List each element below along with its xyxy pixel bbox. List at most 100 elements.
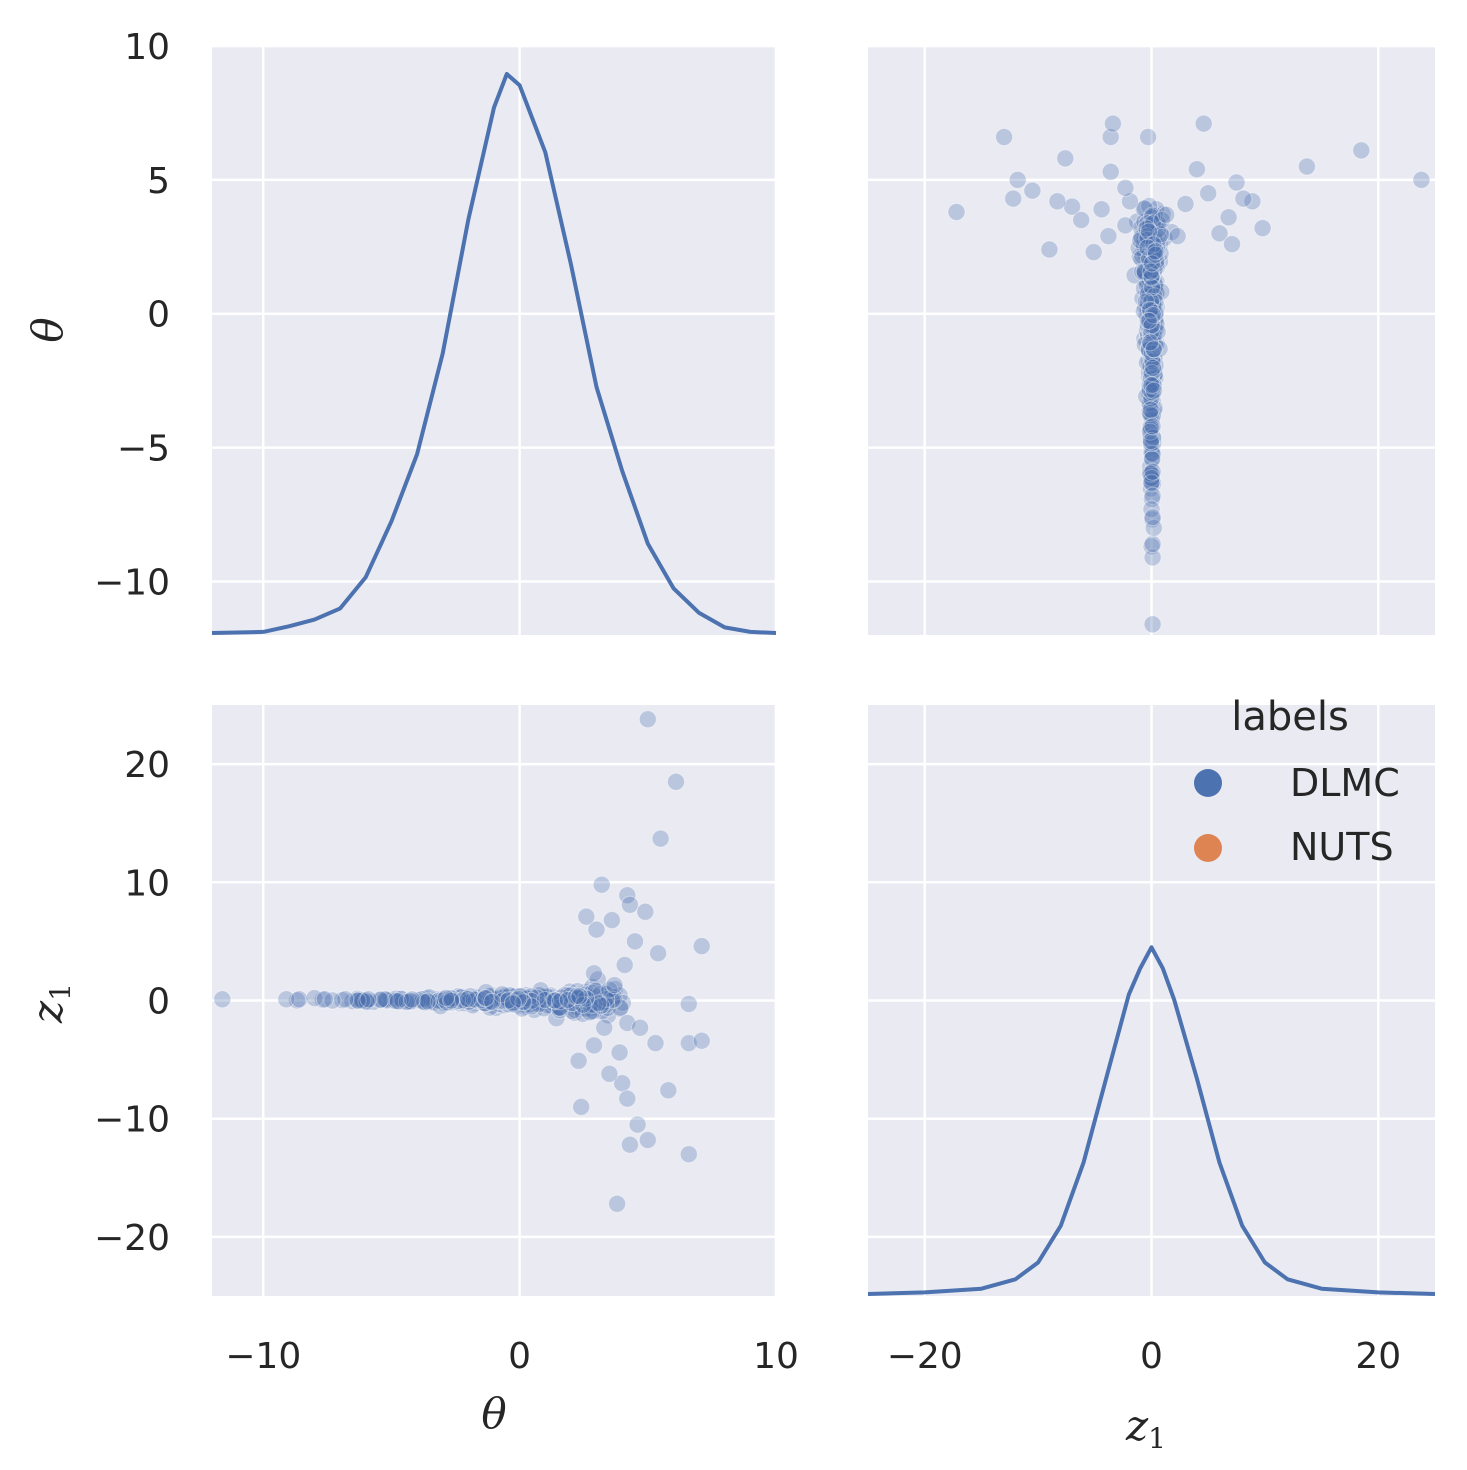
scatter-point bbox=[1145, 298, 1164, 317]
scatter-point bbox=[1142, 350, 1161, 369]
scatter-point bbox=[1142, 418, 1160, 437]
scatter-point bbox=[517, 989, 536, 1008]
scatter-point bbox=[1142, 290, 1161, 309]
scatter-point bbox=[1142, 389, 1161, 408]
scatter-point bbox=[453, 992, 471, 1010]
scatter-point bbox=[585, 964, 603, 983]
scatter-point bbox=[1142, 464, 1161, 483]
scatter-point bbox=[1142, 474, 1161, 493]
scatter-point bbox=[1145, 243, 1164, 262]
scatter-point bbox=[348, 991, 367, 1010]
scatter-point bbox=[608, 1194, 627, 1213]
scatter-point bbox=[1140, 250, 1158, 269]
scatter-point bbox=[556, 993, 575, 1012]
scatter-point bbox=[1145, 399, 1164, 418]
scatter-point bbox=[1116, 216, 1135, 235]
scatter-point bbox=[438, 993, 457, 1012]
scatter-point bbox=[515, 993, 533, 1012]
scatter-point bbox=[551, 998, 570, 1017]
scatter-point bbox=[1137, 321, 1156, 340]
scatter-point bbox=[1153, 205, 1172, 224]
scatter-point bbox=[1143, 377, 1162, 396]
scatter-point bbox=[529, 990, 548, 1008]
scatter-point bbox=[1056, 149, 1075, 168]
scatter-point bbox=[535, 995, 554, 1013]
scatter-point bbox=[563, 994, 581, 1013]
scatter-point bbox=[1141, 327, 1160, 346]
scatter-point bbox=[1412, 170, 1431, 189]
scatter-point bbox=[487, 990, 506, 1009]
scatter-point bbox=[571, 995, 590, 1014]
scatter-point bbox=[1144, 518, 1163, 537]
scatter-point bbox=[526, 994, 545, 1013]
scatter-point bbox=[1142, 292, 1161, 311]
scatter-point bbox=[1142, 464, 1161, 483]
scatter-point bbox=[438, 990, 457, 1009]
ytick-theta-3: 5 bbox=[147, 161, 170, 202]
scatter-point bbox=[587, 920, 606, 939]
scatter-point bbox=[1352, 141, 1371, 160]
scatter-point bbox=[636, 902, 655, 921]
scatter-point bbox=[1139, 299, 1158, 318]
scatter-point bbox=[399, 992, 418, 1011]
scatter-point bbox=[570, 985, 589, 1004]
scatter-point bbox=[582, 998, 601, 1017]
scatter-point bbox=[1141, 387, 1160, 406]
scatter-point bbox=[1140, 342, 1159, 361]
scatter-point bbox=[529, 991, 548, 1009]
scatter-point bbox=[1143, 449, 1162, 468]
scatter-point bbox=[1138, 287, 1157, 306]
scatter-point bbox=[531, 981, 550, 1000]
scatter-point bbox=[1144, 297, 1163, 316]
scatter-point bbox=[1132, 218, 1150, 237]
scatter-point bbox=[1139, 325, 1158, 344]
scatter-point bbox=[1138, 315, 1157, 333]
scatter-point bbox=[495, 993, 514, 1012]
scatter-point bbox=[494, 996, 513, 1015]
scatter-point bbox=[503, 991, 522, 1009]
scatter-point bbox=[1138, 272, 1157, 291]
scatter-point bbox=[1139, 281, 1158, 300]
scatter-point bbox=[502, 988, 520, 1007]
scatter-point bbox=[1132, 228, 1151, 247]
scatter-point bbox=[479, 991, 497, 1010]
scatter-point bbox=[1143, 212, 1162, 231]
scatter-point bbox=[1176, 195, 1195, 213]
scatter-point bbox=[1142, 406, 1161, 425]
scatter-point bbox=[1135, 199, 1154, 218]
scatter-point bbox=[484, 996, 503, 1015]
scatter-point bbox=[1141, 357, 1160, 376]
scatter-point bbox=[1146, 292, 1165, 311]
scatter-point bbox=[631, 1018, 650, 1037]
scatter-point bbox=[385, 991, 404, 1010]
scatter-point bbox=[436, 992, 455, 1011]
scatter-point bbox=[475, 990, 494, 1008]
scatter-point bbox=[1145, 319, 1164, 338]
panel-z1-vs-theta-scatter bbox=[868, 44, 1435, 635]
scatter-point bbox=[1146, 276, 1165, 295]
scatter-point bbox=[538, 996, 557, 1015]
scatter-point bbox=[1168, 227, 1187, 246]
scatter-point bbox=[1142, 322, 1161, 341]
scatter-point bbox=[513, 999, 531, 1018]
scatter-point bbox=[610, 986, 629, 1005]
scatter-point bbox=[1139, 333, 1158, 351]
scatter-point bbox=[1135, 329, 1154, 348]
scatter-point bbox=[419, 991, 438, 1010]
scatter-point bbox=[511, 987, 530, 1006]
scatter-point bbox=[418, 992, 437, 1011]
scatter-point bbox=[502, 987, 521, 1006]
scatter-point bbox=[572, 1000, 591, 1019]
scatter-point bbox=[1135, 264, 1154, 283]
scatter-point bbox=[1084, 243, 1103, 262]
scatter-point bbox=[377, 991, 395, 1010]
scatter-point bbox=[1133, 262, 1152, 281]
scatter-point bbox=[1147, 257, 1166, 276]
scatter-point bbox=[1142, 272, 1160, 291]
scatter-point bbox=[603, 991, 622, 1009]
scatter-point bbox=[1136, 298, 1155, 316]
scatter-point bbox=[1141, 342, 1159, 361]
scatter-point bbox=[418, 989, 436, 1008]
scatter-point bbox=[489, 991, 508, 1010]
scatter-point bbox=[1136, 245, 1155, 264]
